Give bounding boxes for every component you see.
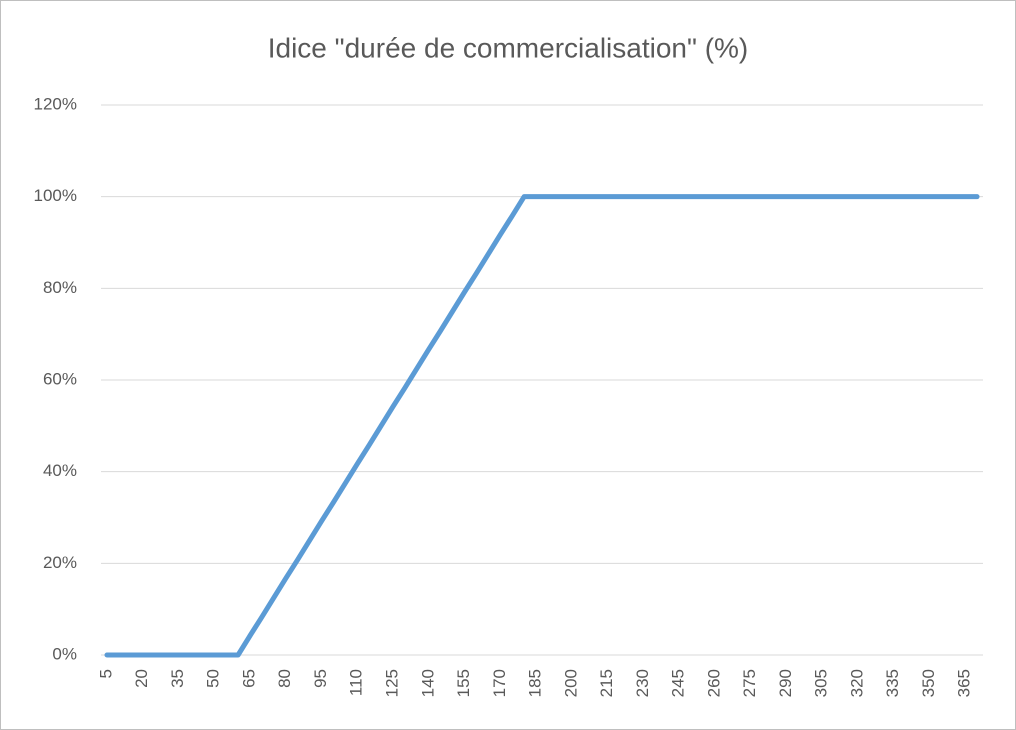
x-tick-label: 335 <box>883 669 902 697</box>
x-tick-label: 185 <box>526 669 545 697</box>
x-tick-label: 320 <box>847 669 866 697</box>
x-tick-label: 35 <box>168 669 187 688</box>
x-tick-label: 170 <box>490 669 509 697</box>
x-tick-label: 125 <box>382 669 401 697</box>
x-tick-label: 80 <box>275 669 294 688</box>
x-tick-label: 275 <box>740 669 759 697</box>
x-tick-label: 20 <box>132 669 151 688</box>
y-tick-label: 0% <box>52 644 77 663</box>
x-tick-label: 350 <box>919 669 938 697</box>
y-tick-label: 120% <box>34 94 77 113</box>
x-tick-label: 365 <box>955 669 974 697</box>
x-tick-label: 305 <box>812 669 831 697</box>
y-tick-label: 40% <box>43 461 77 480</box>
y-tick-label: 60% <box>43 369 77 388</box>
y-tick-label: 100% <box>34 186 77 205</box>
x-tick-label: 5 <box>96 669 115 678</box>
x-tick-label: 140 <box>418 669 437 697</box>
x-tick-label: 230 <box>633 669 652 697</box>
x-tick-label: 110 <box>347 669 366 696</box>
x-tick-label: 200 <box>561 669 580 697</box>
x-tick-label: 155 <box>454 669 473 697</box>
x-tick-label: 290 <box>776 669 795 697</box>
y-tick-label: 80% <box>43 278 77 297</box>
x-tick-label: 50 <box>204 669 223 688</box>
x-tick-label: 260 <box>704 669 723 697</box>
y-tick-label: 20% <box>43 553 77 572</box>
x-tick-label: 65 <box>239 669 258 688</box>
x-tick-label: 95 <box>311 669 330 688</box>
x-tick-label: 215 <box>597 669 616 697</box>
chart-title: Idice "durée de commercialisation" (%) <box>268 32 749 63</box>
x-tick-label: 245 <box>669 669 688 697</box>
data-line <box>104 194 980 658</box>
